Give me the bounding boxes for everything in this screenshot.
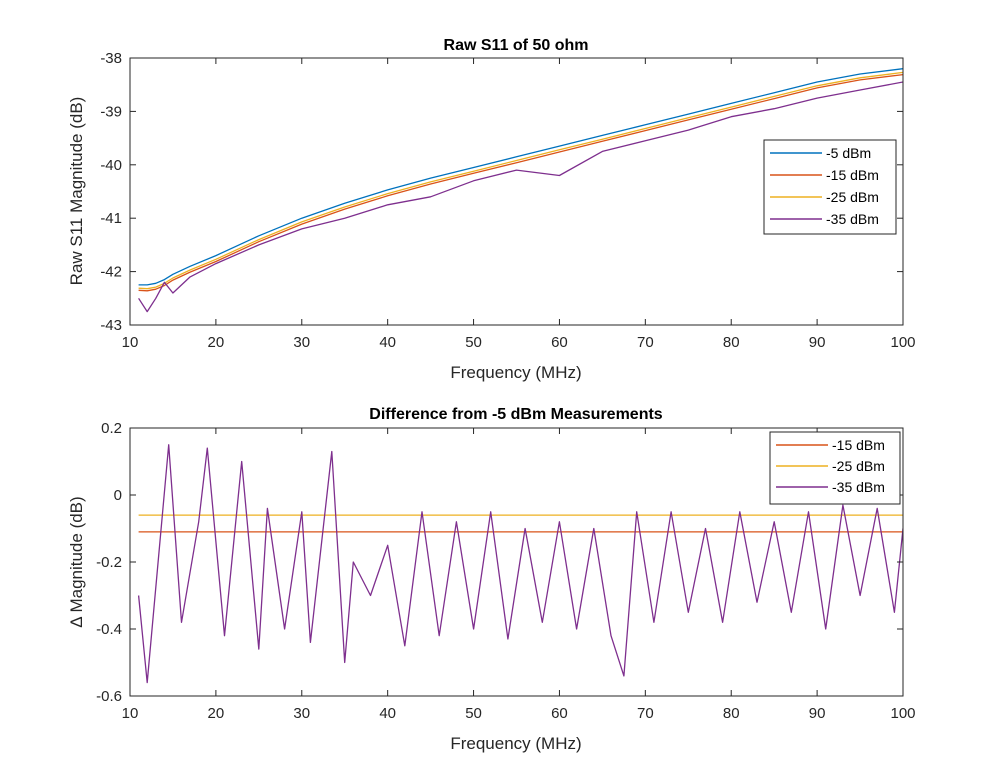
y-tick-label: -0.2 [96, 554, 122, 571]
y-tick-label: -0.4 [96, 621, 122, 638]
y-tick-label: -0.6 [96, 688, 122, 705]
difference-title: Difference from -5 dBm Measurements [369, 406, 663, 423]
difference-legend-box [769, 431, 901, 505]
x-tick-label: 80 [723, 334, 740, 351]
difference-x-label: Frequency (MHz) [450, 734, 581, 753]
y-tick-label: -42 [100, 264, 122, 281]
legend-label: -5 dBm [826, 145, 871, 161]
x-tick-label: 90 [809, 334, 826, 351]
x-tick-label: 40 [379, 334, 396, 351]
x-tick-label: 30 [293, 334, 310, 351]
y-tick-label: -41 [100, 210, 122, 227]
x-tick-label: 50 [465, 334, 482, 351]
x-tick-label: 20 [208, 705, 225, 722]
series-line-minus35dBm [138, 81, 903, 313]
x-tick-label: 10 [122, 705, 139, 722]
legend-label: -15 dBm [832, 437, 885, 453]
y-tick-label: 0 [114, 487, 122, 504]
x-tick-label: 50 [465, 705, 482, 722]
difference-legend: -15 dBm -25 dBm -35 dBm [769, 431, 901, 505]
series-line-minus35dBm [137, 444, 903, 684]
series-line-minus15dBm [138, 73, 903, 292]
x-tick-label: 10 [122, 334, 139, 351]
y-tick-label: 0.2 [101, 420, 122, 437]
raw-s11-x-ticks: 10 20 30 40 50 60 70 80 90 100 [122, 58, 916, 351]
y-tick-label: -43 [100, 317, 122, 334]
x-tick-label: 90 [809, 705, 826, 722]
raw-s11-x-label: Frequency (MHz) [450, 363, 581, 382]
x-tick-label: 60 [551, 705, 568, 722]
raw-s11-series-lines [138, 68, 903, 313]
x-tick-label: 60 [551, 334, 568, 351]
x-tick-label: 20 [208, 334, 225, 351]
raw-s11-plot: 10 20 30 40 50 60 70 80 90 100 -43 -42 -41 -40 -39 -38… [67, 37, 916, 382]
x-tick-label: 70 [637, 705, 654, 722]
x-tick-label: 80 [723, 705, 740, 722]
difference-plot: 10 20 30 40 50 60 70 80 90 100 -0.6 -0.4 -0.2 0 0.2 D… [67, 406, 916, 753]
difference-x-ticks: 10 20 30 40 50 60 70 80 90 100 [122, 428, 916, 722]
y-tick-label: -38 [100, 50, 122, 67]
raw-s11-legend: -5 dBm -15 dBm -25 dBm -35 dBm [763, 139, 897, 235]
x-tick-label: 70 [637, 334, 654, 351]
series-line-minus25dBm [138, 71, 903, 290]
raw-s11-axes-box [129, 57, 904, 326]
legend-label: -35 dBm [832, 479, 885, 495]
raw-s11-y-label: Raw S11 Magnitude (dB) [67, 97, 86, 286]
series-line-minus5dBm [138, 68, 903, 286]
legend-label: -35 dBm [826, 211, 879, 227]
difference-y-label: Δ Magnitude (dB) [67, 496, 86, 627]
difference-series-lines [137, 444, 903, 684]
x-tick-label: 100 [890, 334, 915, 351]
y-tick-label: -39 [100, 103, 122, 120]
legend-label: -25 dBm [826, 189, 879, 205]
legend-label: -25 dBm [832, 458, 885, 474]
difference-y-ticks: -0.6 -0.4 -0.2 0 0.2 [96, 420, 903, 705]
y-tick-label: -40 [100, 157, 122, 174]
x-tick-label: 30 [293, 705, 310, 722]
legend-label: -15 dBm [826, 167, 879, 183]
raw-s11-y-ticks: -43 -42 -41 -40 -39 -38 [100, 50, 903, 334]
x-tick-label: 100 [890, 705, 915, 722]
raw-s11-title: Raw S11 of 50 ohm [444, 37, 589, 54]
x-tick-label: 40 [379, 705, 396, 722]
